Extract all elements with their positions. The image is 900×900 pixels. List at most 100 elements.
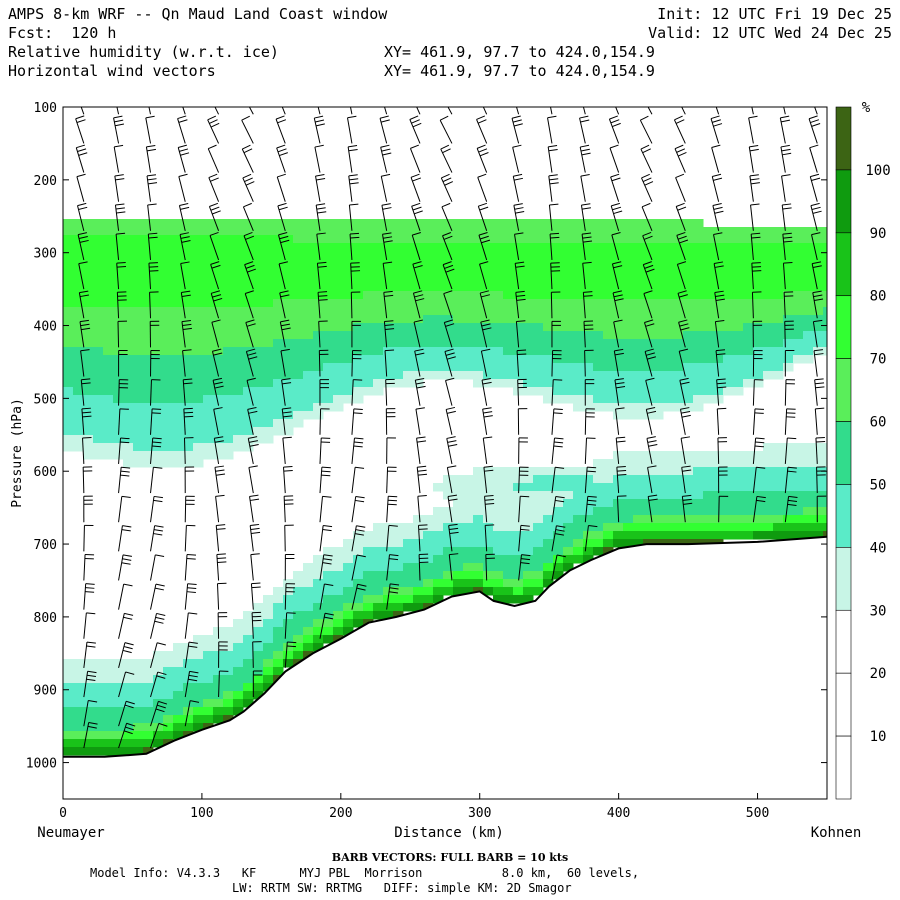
rh-cell [293, 331, 304, 340]
rh-cell [463, 275, 474, 284]
rh-cell [73, 315, 84, 324]
barb-flag [814, 378, 824, 381]
rh-cell [563, 275, 574, 284]
rh-cell [503, 587, 514, 596]
rh-cell [773, 235, 784, 244]
rh-cell [293, 619, 304, 628]
rh-cell [663, 379, 674, 388]
rh-cell [383, 571, 394, 580]
rh-cell [173, 219, 184, 228]
rh-cell [443, 347, 454, 356]
rh-cell [323, 619, 334, 628]
rh-cell [143, 339, 154, 348]
rh-cell [743, 451, 754, 460]
rh-cell [173, 243, 184, 252]
barb-flag [153, 499, 163, 503]
barb-flag [126, 722, 136, 727]
rh-cell [593, 339, 604, 348]
rh-cell [493, 523, 504, 532]
rh-cell [163, 243, 174, 252]
barb-flag [479, 152, 489, 157]
barb-flag [209, 202, 219, 207]
wind-barb [247, 406, 258, 435]
rh-cell [453, 331, 464, 340]
rh-cell [673, 523, 684, 532]
barb-staff [514, 234, 520, 261]
wind-barb [476, 144, 489, 173]
rh-cell [703, 467, 714, 476]
rh-cell [283, 403, 294, 412]
barb-flag [81, 407, 91, 410]
rh-cell [263, 259, 274, 268]
rh-cell [573, 555, 584, 564]
rh-cell [283, 595, 294, 604]
rh-cell [553, 323, 564, 332]
rh-cell [623, 507, 634, 516]
rh-cell [513, 491, 524, 500]
rh-cell [773, 291, 784, 300]
rh-cell [363, 235, 374, 244]
rh-cell [433, 251, 444, 260]
rh-cell [103, 395, 114, 404]
rh-cell [233, 627, 244, 636]
barb-flag [249, 444, 259, 447]
rh-cell [293, 355, 304, 364]
rh-cell [143, 675, 154, 684]
rh-cell [773, 331, 784, 340]
rh-cell [613, 227, 624, 236]
rh-cell [393, 339, 404, 348]
barb-staff [150, 642, 158, 669]
rh-cell [473, 547, 484, 556]
rh-cell [573, 547, 584, 556]
rh-cell [683, 275, 694, 284]
rh-cell [353, 371, 364, 380]
rh-cell [353, 555, 364, 564]
rh-cell [403, 227, 414, 236]
rh-cell [123, 459, 134, 468]
rh-cell [133, 427, 144, 436]
rh-cell [803, 291, 814, 300]
rh-cell [663, 235, 674, 244]
rh-cell [123, 435, 134, 444]
barb-flag [213, 297, 223, 302]
rh-cell [193, 259, 204, 268]
rh-cell [623, 315, 634, 324]
rh-cell [363, 547, 374, 556]
barb-flag [787, 437, 797, 440]
wind-barb [80, 107, 85, 115]
barb-flag [356, 525, 366, 528]
rh-cell [393, 603, 404, 612]
rh-cell [433, 595, 444, 604]
rh-cell [633, 411, 644, 420]
xy-range-wind: XY= 461.9, 97.7 to 424.0,154.9 [384, 62, 655, 80]
barb-staff [712, 205, 720, 231]
rh-cell [253, 227, 264, 236]
rh-cell [673, 339, 684, 348]
rh-cell [753, 315, 764, 324]
rh-cell [253, 267, 264, 276]
rh-cell [143, 267, 154, 276]
rh-cell [343, 251, 354, 260]
rh-cell [323, 323, 334, 332]
rh-cell [503, 259, 514, 268]
rh-cell [173, 411, 184, 420]
rh-cell [623, 475, 634, 484]
barb-staff [411, 235, 421, 261]
rh-cell [793, 523, 804, 532]
wind-barb [184, 670, 199, 698]
rh-cell [493, 275, 504, 284]
rh-cell [363, 355, 374, 364]
rh-cell [793, 235, 804, 244]
wind-barb [609, 144, 620, 173]
rh-cell [563, 243, 574, 252]
rh-cell [203, 227, 214, 236]
rh-cell [193, 667, 204, 676]
rh-cell [153, 659, 164, 668]
rh-cell [313, 283, 324, 292]
rh-cell [223, 651, 234, 660]
rh-cell [623, 499, 634, 508]
rh-cell [423, 251, 434, 260]
barb-staff [815, 437, 818, 464]
rh-cell [693, 499, 704, 508]
rh-cell [143, 747, 154, 756]
